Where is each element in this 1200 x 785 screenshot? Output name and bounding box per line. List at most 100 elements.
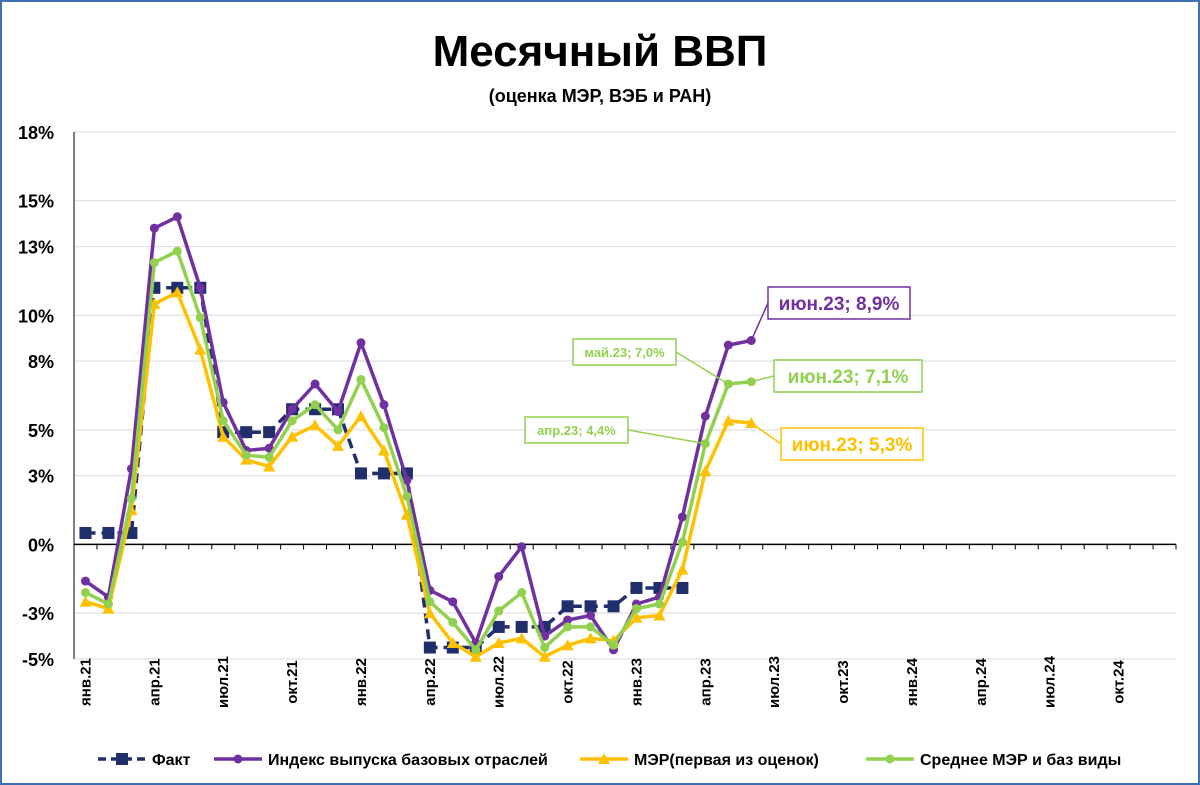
x-tick-label: апр.23 bbox=[697, 658, 714, 705]
legend-label-3: Среднее МЭР и баз виды bbox=[920, 752, 1121, 769]
data-point bbox=[287, 404, 297, 414]
x-tick-label: июл.24 bbox=[1042, 655, 1059, 708]
data-point bbox=[515, 632, 528, 644]
data-point bbox=[722, 414, 735, 426]
data-point bbox=[471, 645, 481, 655]
annotation-leader bbox=[751, 375, 775, 383]
data-point bbox=[356, 374, 366, 384]
data-point bbox=[332, 439, 345, 451]
data-point bbox=[333, 407, 343, 417]
x-tick-label: окт.23 bbox=[835, 660, 852, 704]
data-point bbox=[609, 640, 619, 650]
data-point bbox=[677, 537, 687, 547]
data-point bbox=[218, 416, 228, 426]
x-tick-label: янв.21 bbox=[77, 658, 94, 706]
data-point bbox=[103, 599, 113, 609]
annotation-label: июн.23; 5,3% bbox=[792, 435, 913, 456]
data-point bbox=[630, 611, 643, 623]
data-point bbox=[630, 581, 643, 594]
x-tick-label: июл.23 bbox=[766, 656, 783, 708]
data-point bbox=[446, 636, 459, 648]
series-line-0 bbox=[85, 286, 683, 650]
data-point bbox=[402, 475, 412, 485]
data-point bbox=[263, 460, 276, 472]
data-point bbox=[494, 606, 504, 616]
data-point bbox=[310, 379, 320, 389]
data-point bbox=[377, 444, 390, 456]
x-tick-label: окт.22 bbox=[560, 660, 577, 704]
data-point bbox=[517, 588, 527, 598]
data-point bbox=[354, 467, 367, 480]
y-tick-label: 8% bbox=[28, 352, 54, 372]
data-point bbox=[287, 416, 297, 426]
data-point bbox=[79, 526, 92, 539]
data-point bbox=[425, 597, 435, 607]
data-point bbox=[102, 526, 115, 539]
legend-label-2: МЭР(первая из оценок) bbox=[634, 752, 819, 769]
data-point bbox=[379, 400, 389, 410]
data-point bbox=[241, 450, 251, 460]
legend-label-1: Индекс выпуска базовых отраслей bbox=[268, 752, 548, 769]
series-line-2 bbox=[84, 290, 752, 659]
x-tick-label: июл.22 bbox=[491, 656, 508, 708]
data-point bbox=[195, 283, 205, 293]
data-point bbox=[126, 494, 136, 504]
legend-marker bbox=[885, 754, 895, 764]
data-point bbox=[356, 338, 366, 348]
data-point bbox=[561, 600, 574, 613]
legend-marker bbox=[598, 753, 610, 764]
annotation-box bbox=[773, 359, 923, 393]
data-point bbox=[80, 576, 90, 586]
annotation-box bbox=[524, 416, 629, 444]
data-point bbox=[448, 597, 458, 607]
y-tick-label: 13% bbox=[18, 238, 54, 258]
data-point bbox=[379, 423, 389, 433]
data-point bbox=[469, 650, 482, 662]
data-point bbox=[448, 617, 458, 627]
chart-subtitle: (оценка МЭР, ВЭБ и РАН) bbox=[489, 86, 712, 106]
data-point bbox=[515, 620, 528, 633]
data-point bbox=[654, 599, 664, 609]
data-point bbox=[263, 426, 276, 439]
data-point bbox=[607, 600, 620, 613]
data-point bbox=[240, 426, 253, 439]
data-point bbox=[586, 610, 596, 620]
data-point bbox=[309, 419, 322, 431]
annotation-label: апр.23; 4,4% bbox=[537, 423, 616, 438]
x-tick-label: янв.24 bbox=[904, 657, 921, 706]
data-point bbox=[677, 512, 687, 522]
annotation-label: июн.23; 8,9% bbox=[779, 294, 900, 315]
legend-marker bbox=[116, 753, 128, 765]
data-point bbox=[80, 588, 90, 598]
data-point bbox=[584, 632, 597, 644]
series-line-1 bbox=[84, 215, 752, 652]
y-tick-label: 0% bbox=[28, 535, 54, 555]
data-point bbox=[540, 643, 550, 653]
annotation-box bbox=[780, 427, 924, 461]
data-point bbox=[172, 212, 182, 222]
data-point bbox=[563, 615, 573, 625]
x-tick-label: окт.24 bbox=[1111, 660, 1128, 704]
data-point bbox=[492, 620, 505, 633]
y-tick-label: -5% bbox=[22, 650, 54, 670]
x-tick-label: апр.24 bbox=[973, 658, 990, 706]
annotation-label: июн.23; 7,1% bbox=[788, 367, 909, 388]
y-tick-label: -3% bbox=[22, 604, 54, 624]
legend-label-0: Факт bbox=[152, 752, 191, 769]
data-point bbox=[723, 340, 733, 350]
data-point bbox=[195, 313, 205, 323]
data-point bbox=[354, 410, 367, 422]
data-point bbox=[676, 563, 689, 575]
data-point bbox=[561, 639, 574, 651]
data-point bbox=[171, 286, 184, 298]
data-point bbox=[217, 430, 230, 442]
x-tick-label: янв.23 bbox=[628, 658, 645, 706]
data-point bbox=[700, 411, 710, 421]
data-point bbox=[423, 641, 436, 654]
data-point bbox=[402, 491, 412, 501]
data-point bbox=[494, 572, 504, 582]
annotation-box bbox=[572, 338, 677, 366]
data-point bbox=[149, 258, 159, 268]
